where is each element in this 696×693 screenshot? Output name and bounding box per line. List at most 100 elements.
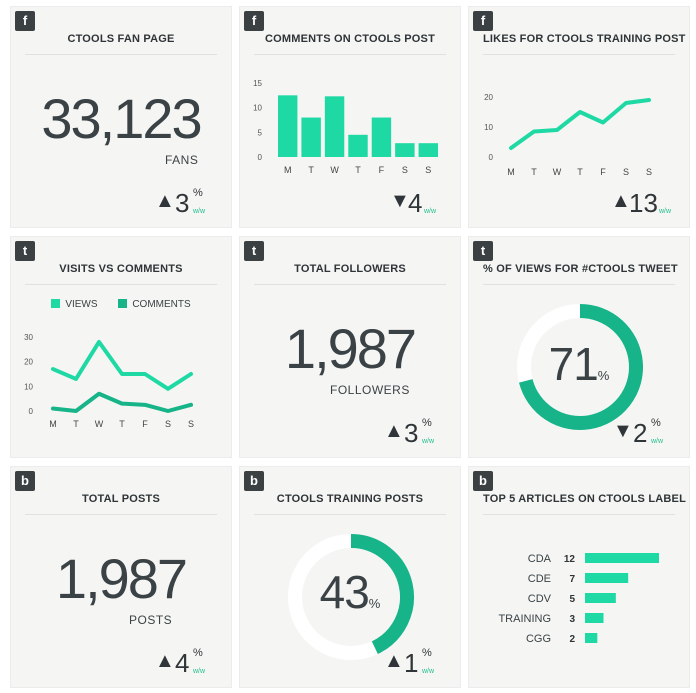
- y-tick-label: 30: [24, 333, 33, 342]
- posts-delta: ▲ 4 % w/w: [151, 647, 221, 678]
- x-tick-label: S: [165, 419, 171, 429]
- chart-legend: VIEWS COMMENTS: [11, 299, 231, 310]
- x-tick-label: M: [507, 167, 515, 177]
- card-title: LIKES FOR CTOOLS TRAINING POST: [483, 33, 685, 55]
- delta-period: w/w: [422, 438, 435, 445]
- y-tick-label: 10: [484, 123, 493, 132]
- category-label: CGG: [526, 633, 551, 645]
- value-label: 12: [564, 554, 576, 565]
- delta-value: 3: [404, 418, 419, 448]
- training-percent-value: 43: [319, 566, 370, 618]
- bar: [348, 134, 368, 157]
- training-percent-sign: %: [368, 596, 381, 611]
- delta-period: w/w: [422, 668, 435, 675]
- articles-bar-chart: CDA 12 CDE 7 CDV 5 TRAINING 3 CGG 2: [498, 553, 659, 645]
- followers-count: 1,987: [284, 317, 417, 380]
- y-tick-label: 10: [253, 104, 262, 113]
- blogger-icon: b: [244, 471, 264, 491]
- card-total-posts: b TOTAL POSTS 1,987 POSTS ▲ 4 % w/w: [10, 466, 232, 688]
- x-tick-label: F: [379, 165, 385, 175]
- followers-delta: ▲ 3 % w/w: [380, 417, 450, 448]
- x-tick-label: S: [425, 165, 431, 175]
- comments-bar-chart: 0 5 10 15 M T W T F S S: [253, 79, 438, 175]
- fans-count: 33,123: [41, 87, 202, 150]
- bar: [301, 117, 321, 157]
- fans-delta: ▲ 3 % w/w: [151, 187, 221, 217]
- category-label: TRAINING: [498, 613, 551, 625]
- delta-period: w/w: [424, 208, 437, 215]
- x-tick-label: T: [531, 167, 537, 177]
- training-delta: ▲ 1 % w/w: [380, 647, 450, 678]
- x-tick-label: W: [330, 165, 339, 175]
- card-views-tweet: t % OF VIEWS FOR #CTOOLS TWEET 71% ▼ 2 %…: [468, 236, 690, 458]
- x-tick-label: T: [577, 167, 583, 177]
- bar: [585, 613, 604, 623]
- arrow-up-icon: ▲: [155, 650, 175, 672]
- bar: [324, 96, 345, 157]
- x-tick-label: M: [284, 165, 292, 175]
- x-tick-label: F: [600, 167, 606, 177]
- value-label: 7: [569, 574, 575, 585]
- twitter-icon: t: [244, 241, 264, 261]
- delta-period: w/w: [193, 668, 206, 675]
- delta-period: w/w: [659, 208, 672, 215]
- views-percent-value: 71: [548, 338, 599, 390]
- card-title: TOTAL POSTS: [25, 493, 217, 515]
- likes-delta: ▲ 13 w/w: [609, 189, 679, 217]
- value-label: 5: [569, 594, 575, 605]
- x-tick-label: S: [623, 167, 629, 177]
- delta-percent: %: [422, 647, 432, 659]
- fans-unit: FANS: [165, 153, 199, 167]
- x-tick-label: T: [355, 165, 361, 175]
- card-visits-comments: t VISITS VS COMMENTS VIEWS COMMENTS 0 10 2…: [10, 236, 232, 458]
- card-training-posts: b CTOOLS TRAINING POSTS 43% ▲ 1 % w/w: [239, 466, 461, 688]
- card-comments-post: f COMMENTS ON CTOOLS POST 0 5 10 15 M T W T F S S …: [239, 6, 461, 228]
- card-title: CTOOLS FAN PAGE: [25, 33, 217, 55]
- bar: [395, 143, 415, 157]
- facebook-icon: f: [473, 11, 493, 31]
- bar: [585, 573, 629, 583]
- blogger-icon: b: [15, 471, 35, 491]
- bar: [585, 633, 598, 643]
- card-title: VISITS VS COMMENTS: [25, 263, 217, 285]
- card-title: COMMENTS ON CTOOLS POST: [254, 33, 446, 55]
- y-tick-label: 0: [489, 153, 494, 162]
- x-tick-label: S: [646, 167, 652, 177]
- arrow-up-icon: ▲: [384, 420, 404, 442]
- bar: [278, 95, 298, 157]
- value-label: 2: [569, 634, 575, 645]
- x-tick-label: T: [308, 165, 314, 175]
- x-tick-label: M: [49, 419, 57, 429]
- y-tick-label: 0: [258, 153, 263, 162]
- posts-unit: POSTS: [129, 613, 173, 627]
- legend-swatch-comments: [118, 299, 128, 308]
- y-tick-label: 0: [29, 407, 34, 416]
- x-tick-label: S: [402, 165, 408, 175]
- x-tick-label: F: [142, 419, 148, 429]
- arrow-down-icon: ▼: [390, 190, 410, 212]
- delta-percent: %: [193, 647, 203, 659]
- series-line-comments: [51, 391, 193, 413]
- arrow-up-icon: ▲: [155, 190, 175, 212]
- value-label: 3: [569, 614, 575, 625]
- legend-label-views: VIEWS: [65, 299, 98, 310]
- views-percent-sign: %: [597, 368, 610, 383]
- facebook-icon: f: [15, 11, 35, 31]
- card-likes-training: f LIKES FOR CTOOLS TRAINING POST 0 10 20 M T…: [468, 6, 690, 228]
- y-tick-label: 20: [484, 93, 493, 102]
- delta-value: 4: [175, 648, 190, 678]
- delta-period: w/w: [651, 438, 664, 445]
- likes-line-chart: 0 10 20 M T W T F S S: [484, 93, 652, 177]
- series-line: [509, 98, 651, 150]
- delta-percent: %: [193, 187, 203, 199]
- training-percent: 43%: [240, 565, 460, 619]
- card-title: CTOOLS TRAINING POSTS: [254, 493, 446, 515]
- delta-value: 1: [404, 648, 419, 678]
- comments-delta: ▼ 4 w/w: [380, 189, 450, 217]
- series-line-views: [51, 339, 193, 391]
- arrow-up-icon: ▲: [384, 650, 404, 672]
- views-percent: 71%: [469, 337, 689, 391]
- delta-value: 2: [633, 418, 648, 448]
- card-fan-page: f CTOOLS FAN PAGE 33,123 FANS ▲ 3 % w/w: [10, 6, 232, 228]
- y-tick-label: 20: [24, 358, 33, 367]
